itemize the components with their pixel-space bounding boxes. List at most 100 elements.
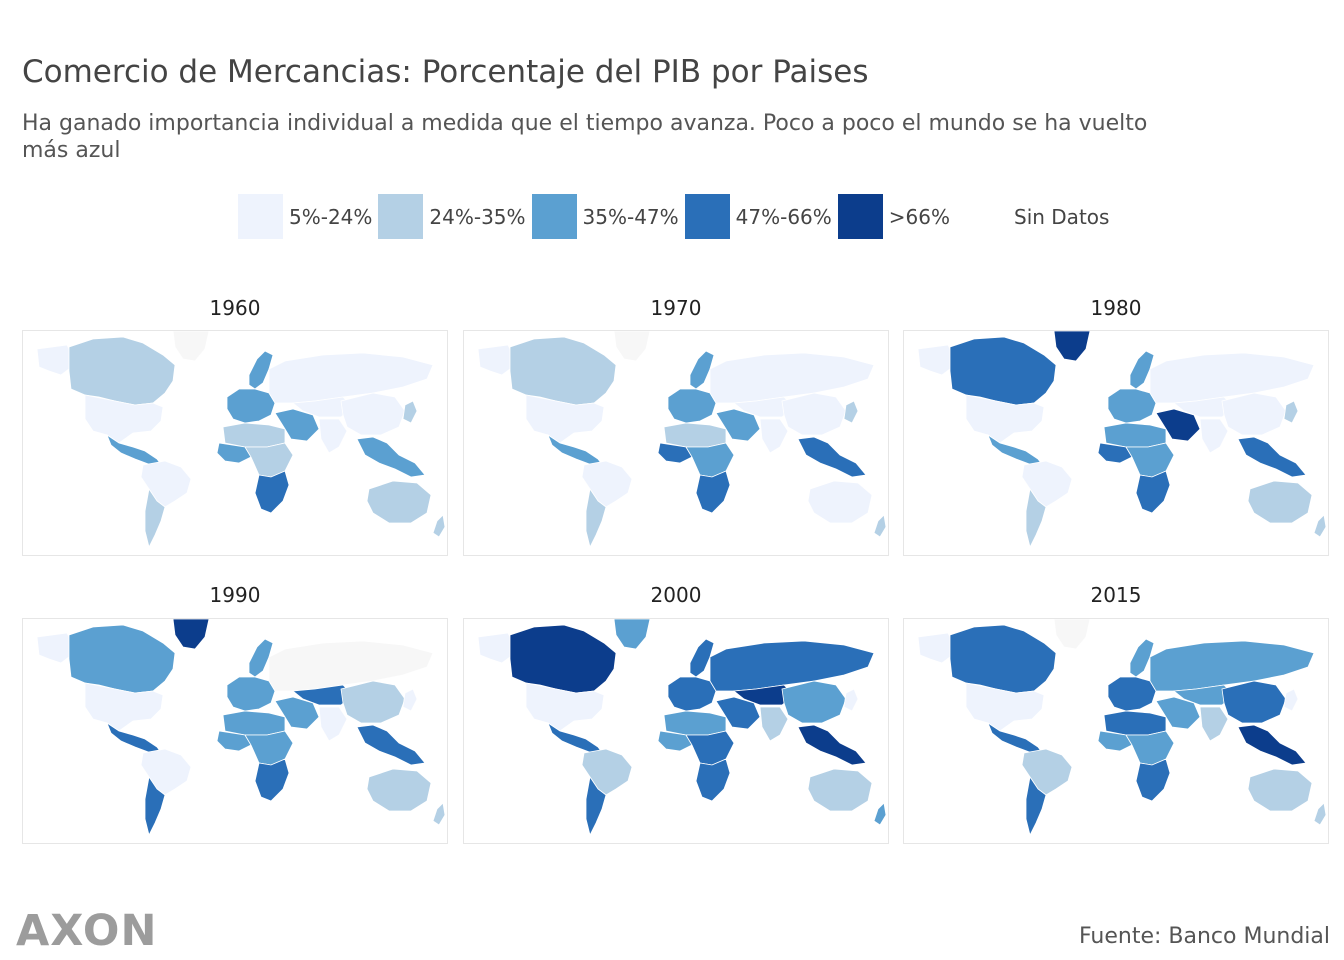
region-southern-africa [695,470,731,514]
region-europe-west [667,388,717,424]
legend-swatch [531,194,577,239]
region-north-africa [222,422,286,448]
region-japan [843,400,859,424]
world-map [477,331,887,549]
world-map [917,619,1327,837]
panel-year-2000: 2000 [650,583,702,607]
region-southeast-asia [356,724,426,766]
region-china [340,392,406,436]
region-new-zealand [873,802,887,826]
region-greenland [613,619,651,650]
chart-title: Comercio de Mercancias: Porcentaje del P… [22,54,869,90]
region-middle-east [715,408,761,442]
region-usa [84,682,164,732]
region-north-africa [1103,422,1167,448]
region-south-asia [1199,418,1229,454]
panel-year-1980: 1980 [1090,296,1142,320]
world-map [36,331,446,549]
panel-year-1970: 1970 [650,296,702,320]
region-southern-africa [254,470,290,514]
region-southern-africa [254,758,290,802]
region-russia [1149,640,1315,692]
region-middle-east [274,696,320,730]
legend-swatch [837,194,883,239]
legend: 5%-24% 24%-35% 35%-47% 47%-66% >66% Sin … [238,194,1109,239]
region-south-asia [1199,706,1229,742]
region-australia [1247,480,1313,524]
region-australia [807,768,873,812]
region-central-africa [685,730,735,766]
map-panel-1970 [463,330,889,556]
region-middle-east [274,408,320,442]
region-central-africa [685,442,735,478]
region-europe-west [1107,676,1157,712]
map-panel-1990 [22,618,448,844]
region-north-africa [663,710,727,736]
region-europe-west [226,676,276,712]
region-southern-africa [1135,758,1171,802]
region-middle-east [1155,408,1201,442]
chart-subtitle: Ha ganado importancia individual a medid… [22,111,1148,163]
region-north-america [949,624,1057,694]
legend-swatch [684,194,730,239]
region-usa [525,682,605,732]
region-greenland [1053,619,1091,650]
region-south-america-south [585,775,607,837]
source-note: Fuente: Banco Mundial [1078,924,1330,949]
region-middle-east [1155,696,1201,730]
map-panel-2000 [463,618,889,844]
panel-year-1990: 1990 [209,583,261,607]
region-australia [807,480,873,524]
region-south-asia [759,706,789,742]
region-australia [366,768,432,812]
region-north-africa [222,710,286,736]
region-southeast-asia [1237,724,1307,766]
legend-label: 5%-24% [289,204,373,229]
legend-item: 35%-47% [531,194,679,239]
region-russia [1149,352,1315,404]
region-southern-africa [695,758,731,802]
region-central-africa [244,730,294,766]
region-usa [965,394,1045,444]
legend-item: 5%-24% [238,194,372,239]
legend-label: 24%-35% [429,204,526,229]
region-south-america-south [1025,775,1047,837]
region-south-asia [318,706,348,742]
region-southern-africa [1135,470,1171,514]
world-map [477,619,887,837]
region-usa [525,394,605,444]
region-new-zealand [873,514,887,538]
region-south-asia [318,418,348,454]
region-greenland [172,619,210,650]
region-central-africa [1125,442,1175,478]
region-north-america [509,336,617,406]
region-china [1221,392,1287,436]
region-southeast-asia [356,436,426,478]
world-map [917,331,1327,549]
region-south-america-south [585,487,607,549]
world-map [36,619,446,837]
region-australia [366,480,432,524]
region-north-africa [1103,710,1167,736]
region-japan [402,400,418,424]
region-new-zealand [432,802,446,826]
region-china [781,392,847,436]
region-japan [402,688,418,712]
legend-item: 24%-35% [378,194,526,239]
region-north-america [509,624,617,694]
region-new-zealand [1313,514,1327,538]
legend-item: 47%-66% [684,194,832,239]
region-japan [1283,400,1299,424]
region-usa [84,394,164,444]
legend-swatch [378,194,424,239]
region-north-africa [663,422,727,448]
legend-label: 47%-66% [735,204,832,229]
region-australia [1247,768,1313,812]
brand-logo: AXON [16,906,158,956]
region-alaska [36,344,72,376]
region-new-zealand [432,514,446,538]
region-china [1221,680,1287,724]
map-panel-1980 [903,330,1329,556]
region-new-zealand [1313,802,1327,826]
region-central-africa [1125,730,1175,766]
